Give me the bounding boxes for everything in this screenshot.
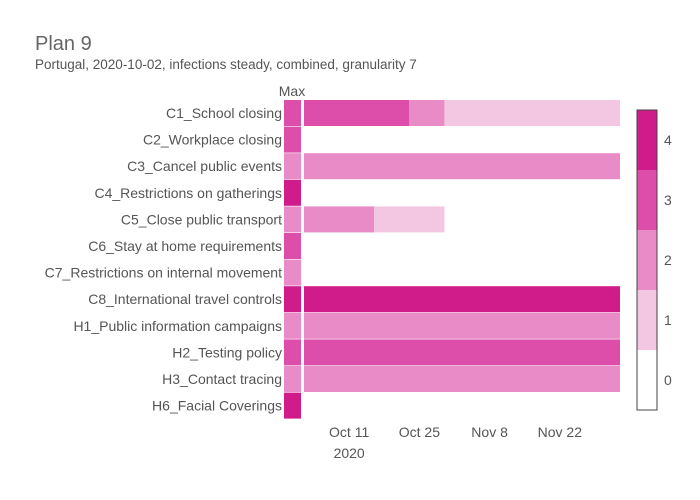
row-label: C3_Cancel public events [127,158,282,174]
colorbar-tick-label: 2 [664,252,672,268]
row-label: C7_Restrictions on internal movement [45,265,282,281]
colorbar-outline [636,109,658,411]
heatmap-cell [304,206,375,233]
colorbar-tick-label: 3 [664,192,672,208]
row-label: H3_Contact tracing [162,371,282,387]
colorbar-tick-label: 4 [664,132,672,148]
max-cell [284,339,301,366]
x-tick-label: Oct 25 [399,424,440,440]
max-column-label: Max [279,83,305,99]
colorbar-band [637,230,657,290]
max-cell [284,233,301,259]
colorbar-band [637,290,657,350]
x-tick-label: Nov 22 [538,424,583,440]
heatmap-cell [304,339,620,366]
x-tick-label: Nov 8 [471,424,508,440]
colorbar: 0 1 2 3 4 [636,109,672,411]
row-label: C8_International travel controls [88,291,282,307]
colorbar-band [637,350,657,410]
row-label: C4_Restrictions on gatherings [94,185,282,201]
x-tick-sublabel: 2020 [334,445,365,461]
row-label: C5_Close public transport [121,211,282,227]
heatmap-cell [374,206,445,233]
heatmap-cell [304,153,620,180]
heatmap-cell [444,100,620,126]
colorbar-band [637,110,657,170]
max-cell [284,392,301,419]
row-label: H6_Facial Coverings [152,398,282,414]
chart-subtitle: Portugal, 2020-10-02, infections steady,… [35,57,417,72]
max-cell [284,179,301,206]
row-label: C2_Workplace closing [143,132,282,148]
max-cell [284,206,301,233]
colorbar-tick-label: 1 [664,312,672,328]
max-cell [284,126,301,153]
row-label: C6_Stay at home requirements [88,238,282,254]
x-axis: Oct 11 2020 Oct 25 Nov 8 Nov 22 [329,424,582,461]
chart-title: Plan 9 [35,33,92,55]
max-cell [284,100,301,126]
heatmap-cell [304,286,620,313]
row-label: H1_Public information campaigns [73,318,282,334]
heatmap-cell [304,312,620,339]
max-cell [284,312,301,339]
max-cell [284,153,301,180]
max-cell [284,259,301,286]
max-cell [284,286,301,313]
heatmap-cell [304,100,410,126]
row-label: C1_School closing [166,105,282,121]
colorbar-band [637,170,657,230]
row-label: H2_Testing policy [172,344,282,360]
max-cell [284,366,301,392]
heatmap-cell [409,100,445,126]
heatmap-cell [304,366,620,392]
heatmap-rows: C1_School closing C2_Workplace closing C3_… [45,100,620,419]
colorbar-tick-label: 0 [664,372,672,388]
x-tick-label: Oct 11 [329,424,369,440]
